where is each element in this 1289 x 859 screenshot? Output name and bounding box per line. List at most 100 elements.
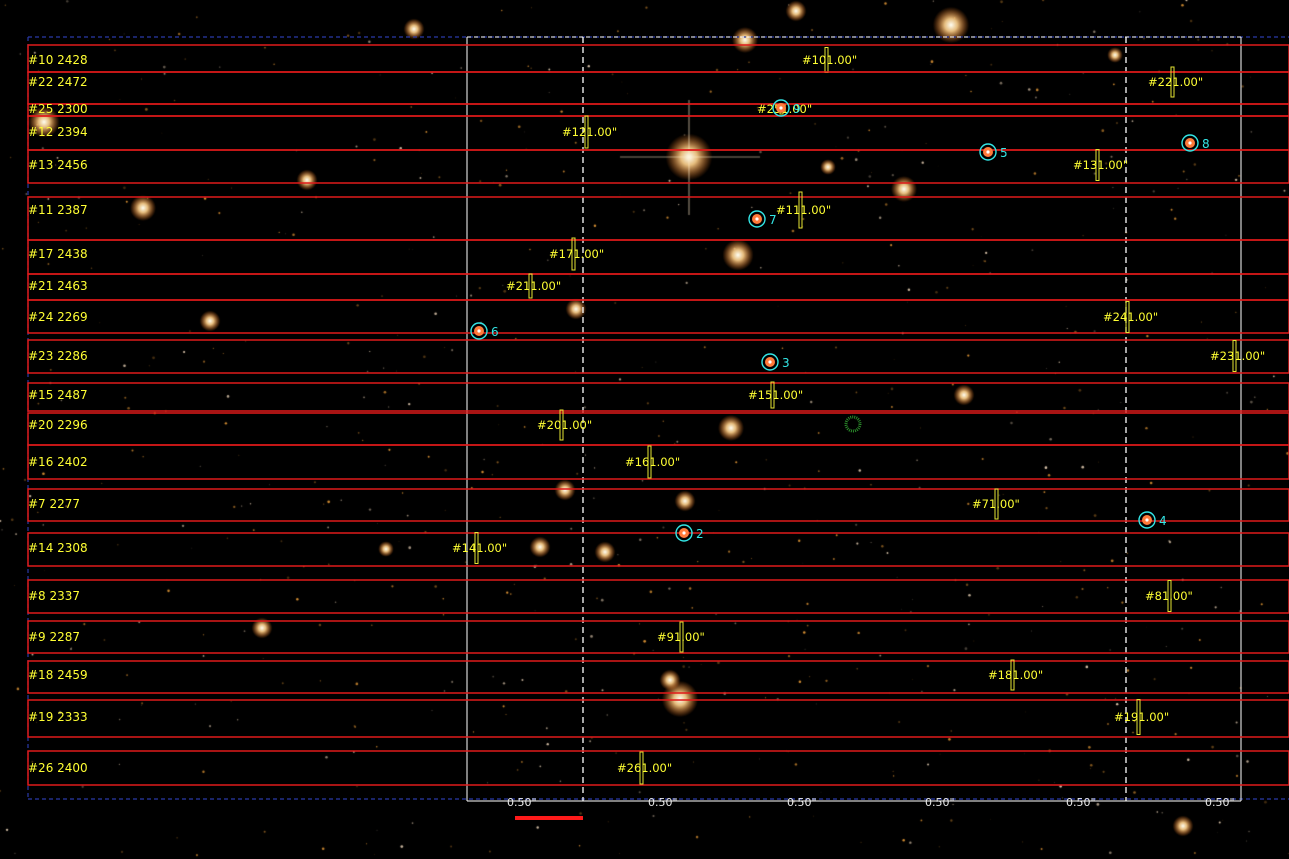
- slit-label: #14 2308: [28, 541, 88, 555]
- slit-marker: [571, 237, 576, 271]
- slit-22: #22 2472 #221.00": [27, 66, 1289, 105]
- slit-16: #16 2402 #161.00": [27, 444, 1289, 480]
- slit-box: [27, 699, 1289, 738]
- slit-marker: [679, 621, 684, 653]
- slit-box: [27, 103, 1289, 117]
- slit-tag: #261.00": [617, 761, 672, 775]
- slit-marker: [770, 381, 775, 409]
- slit-label: #18 2459: [28, 668, 88, 682]
- slit-label: #9 2287: [28, 630, 80, 644]
- slit-tag: #171.00": [549, 247, 604, 261]
- slit-label: #11 2387: [28, 203, 88, 217]
- scale-label: 0.50": [1066, 796, 1096, 809]
- slit-26: #26 2400 #261.00": [27, 750, 1289, 786]
- target-6: 6: [470, 322, 499, 340]
- slit-label: #13 2456: [28, 158, 88, 172]
- slit-box: [27, 444, 1289, 480]
- slit-20: #20 2296 #201.00": [27, 409, 1289, 446]
- target-2: 2: [675, 524, 704, 542]
- slit-24: #24 2269 #241.00": [27, 299, 1289, 334]
- target-ring: [761, 353, 779, 371]
- target-center: [1145, 518, 1149, 522]
- target-ring: [748, 210, 766, 228]
- scale-labels: 0.50" 0.50" 0.50" 0.50" 0.50" 0.50": [507, 796, 1235, 809]
- slit-label: #20 2296: [28, 418, 88, 432]
- target-center: [477, 329, 481, 333]
- slit-marker: [1010, 659, 1015, 691]
- target-number: 4: [1159, 514, 1167, 528]
- slit-label: #24 2269: [28, 310, 88, 324]
- scale-label: 0.50": [507, 796, 537, 809]
- slit-label: #22 2472: [28, 75, 88, 89]
- slit-marker: [584, 115, 589, 149]
- slit-tag: #241.00": [1103, 310, 1158, 324]
- slit-box: [27, 579, 1289, 614]
- slit-box: [27, 382, 1289, 412]
- slit-tag: #131.00": [1073, 158, 1128, 172]
- slit-marker: [559, 409, 564, 441]
- slit-label: #21 2463: [28, 279, 88, 293]
- slit-label: #16 2402: [28, 455, 88, 469]
- slit-tag: #161.00": [625, 455, 680, 469]
- slit-7: #7 2277 #71.00": [27, 488, 1289, 522]
- slit-marker: [994, 488, 999, 520]
- slit-label: #10 2428: [28, 53, 88, 67]
- target-number: 9: [793, 102, 801, 116]
- slit-box: [27, 149, 1289, 184]
- slit-box: [27, 620, 1289, 654]
- slit-marker: [528, 273, 533, 299]
- slit-label: #15 2487: [28, 388, 88, 402]
- scale-label: 0.50": [648, 796, 678, 809]
- slit-12: #12 2394 #121.00": [27, 115, 1289, 151]
- target-number: 7: [769, 213, 777, 227]
- green-region-marker: [844, 415, 862, 433]
- slit-tag: #91.00": [657, 630, 705, 644]
- target-center: [768, 360, 772, 364]
- slit-tag: #151.00": [748, 388, 803, 402]
- target-ring: [470, 322, 488, 340]
- slit-box: [27, 239, 1289, 275]
- slit-marker: [647, 445, 652, 479]
- slit-8: #8 2337 #81.00": [27, 579, 1289, 614]
- slit-tag: #191.00": [1114, 710, 1169, 724]
- slit-label: #17 2438: [28, 247, 88, 261]
- slit-tag: #81.00": [1145, 589, 1193, 603]
- target-center: [682, 531, 686, 535]
- slit-tag: #141.00": [452, 541, 507, 555]
- target-3: 3: [761, 353, 790, 371]
- slit-15: #15 2487 #151.00": [27, 381, 1289, 412]
- slit-box: [27, 71, 1289, 105]
- target-center: [779, 106, 783, 110]
- slit-label: #26 2400: [28, 761, 88, 775]
- slit-marker: [1125, 301, 1130, 333]
- slit-marker: [1095, 149, 1100, 181]
- slit-box: [27, 44, 1289, 73]
- slit-9: #9 2287 #91.00": [27, 620, 1289, 654]
- slit-marker: [1167, 580, 1172, 612]
- slit-marker: [474, 532, 479, 564]
- slit-25: #25 2300#251.00": [27, 102, 1289, 117]
- slit-box: [27, 412, 1289, 446]
- target-number: 6: [491, 325, 499, 339]
- target-8: 8: [1181, 134, 1210, 152]
- slit-box: [27, 339, 1289, 374]
- scale-label: 0.50": [1205, 796, 1235, 809]
- target-ring: [1138, 511, 1156, 529]
- target-ring: [1181, 134, 1199, 152]
- slit-11: #11 2387 #111.00": [27, 191, 1289, 241]
- slit-box: [27, 273, 1289, 301]
- slit-label: #7 2277: [28, 497, 80, 511]
- slit-marker: [1136, 699, 1141, 735]
- slit-marker: [1170, 66, 1175, 98]
- target-layer: 2 3 4 5 6 7 8 9: [470, 99, 1210, 542]
- slit-tag: #71.00": [972, 497, 1020, 511]
- slit-tag: #101.00": [802, 53, 857, 67]
- target-4: 4: [1138, 511, 1167, 529]
- slit-layer: #10 2428 #101.00" #22 2472 #221.00" #25 2300…: [27, 44, 1289, 786]
- slit-box: [27, 115, 1289, 151]
- slit-tag: #211.00": [506, 279, 561, 293]
- slit-marker: [639, 751, 644, 785]
- slit-18: #18 2459 #181.00": [27, 659, 1289, 694]
- slit-tag: #121.00": [562, 125, 617, 139]
- slit-17: #17 2438 #171.00": [27, 237, 1289, 275]
